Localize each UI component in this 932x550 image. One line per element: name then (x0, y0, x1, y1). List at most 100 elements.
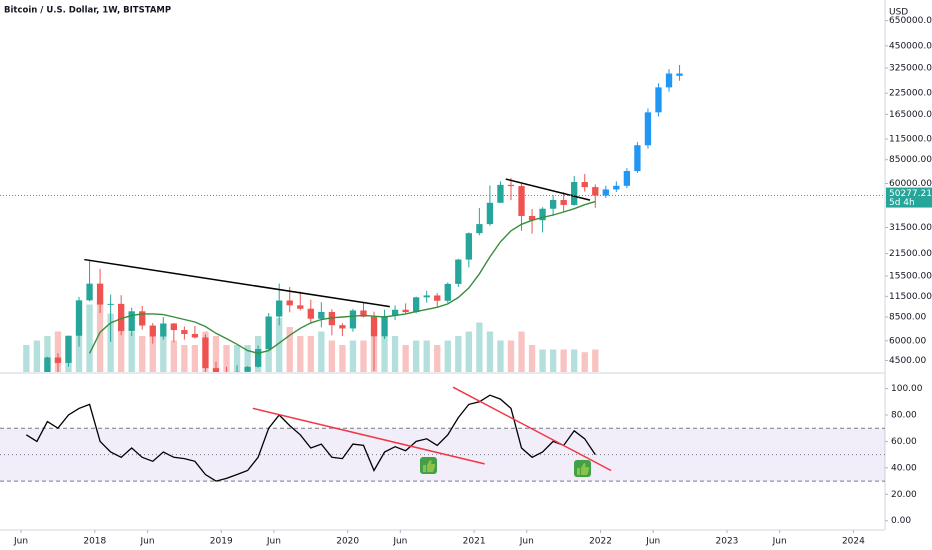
candle-body (276, 300, 283, 317)
x-tick-label: 2024 (842, 537, 865, 547)
rsi-y-tick-label: 20.00 (891, 490, 917, 500)
volume-bar (486, 331, 494, 372)
volume-bar (549, 349, 557, 372)
volume-bar (402, 345, 409, 372)
y-tick-label: 85000.00 (889, 155, 932, 165)
volume-bar (444, 340, 451, 372)
candle-body (96, 283, 104, 305)
volume-bar (381, 336, 388, 372)
candle-body (318, 311, 325, 319)
volume-bar (360, 340, 367, 372)
candle-body (423, 295, 430, 298)
candle-body (465, 233, 472, 260)
y-tick-label: 11500.00 (889, 292, 932, 302)
x-tick-label: 2018 (83, 537, 106, 547)
candle-body (528, 215, 536, 221)
volume-bar (44, 336, 51, 372)
y-tick-label: 115000.00 (889, 135, 932, 145)
volume-bar (86, 304, 93, 372)
rsi-trendline (452, 386, 612, 472)
volume-bar (307, 336, 314, 372)
candle-body (107, 303, 114, 305)
x-tick-label: Jun (139, 537, 154, 547)
y-tick-label: 21500.00 (889, 249, 932, 259)
y-tick-label: 60000.00 (889, 179, 932, 189)
volume-bar (128, 331, 135, 372)
volume-bar (476, 322, 483, 372)
candle-body (665, 73, 673, 88)
volume-bar (107, 313, 114, 372)
candle-body (370, 316, 378, 337)
volume-bar (170, 340, 177, 372)
trendline (84, 258, 390, 308)
candle-body (623, 171, 631, 186)
x-tick-label: Jun (519, 537, 534, 547)
candle-body (507, 184, 515, 187)
candle-body (644, 112, 652, 146)
candle-body (518, 186, 525, 216)
x-tick-label: 2021 (463, 537, 486, 547)
y-tick-label: 6000.00 (889, 336, 926, 346)
volume-bar (423, 340, 430, 372)
candle-body (455, 259, 462, 284)
volume-bar (233, 345, 241, 372)
rsi-y-tick-label: 60.00 (891, 437, 917, 447)
volume-bar (539, 349, 546, 372)
candle-body (634, 145, 641, 172)
candle-body (339, 325, 346, 329)
candle-body (539, 208, 546, 221)
volume-bar (223, 345, 230, 372)
moving-average (88, 200, 596, 355)
volume-bar (297, 336, 304, 372)
candle-body (497, 184, 504, 203)
candle-body (549, 200, 557, 209)
rsi-line (25, 394, 596, 482)
y-tick-label: 650000.00 (889, 16, 932, 26)
candle-body (86, 283, 93, 301)
last-price-label: 50277.21 (889, 189, 932, 199)
candle-body (360, 310, 367, 317)
candle-body (54, 357, 62, 363)
candle-body (444, 283, 451, 301)
candle-body (65, 335, 72, 363)
candle-body (381, 315, 388, 337)
volume-bar (592, 349, 599, 372)
volume-bar (244, 345, 251, 372)
volume-bar (465, 331, 472, 372)
volume-bar (212, 336, 220, 372)
rsi-y-tick-label: 0.00 (891, 516, 911, 526)
volume-bar (507, 340, 515, 372)
y-unit: USD (889, 8, 908, 18)
rsi-band (0, 428, 885, 482)
y-tick-label: 8500.00 (889, 312, 926, 322)
thumbs-up-icon (574, 460, 591, 477)
x-tick-label: Jun (392, 537, 407, 547)
volume-bar (160, 331, 167, 372)
countdown-label: 5d 4h (889, 198, 915, 208)
x-tick-label: 2023 (716, 537, 739, 547)
volume-bar (528, 345, 536, 372)
candle-body (560, 200, 567, 205)
volume-bar (54, 331, 62, 372)
candle-body (592, 187, 599, 196)
volume-bar (391, 336, 399, 372)
volume-bar (455, 336, 462, 372)
price-pane (0, 64, 885, 372)
volume-bar (139, 336, 146, 372)
x-tick-label: Jun (266, 537, 281, 547)
last-price-box (886, 187, 932, 208)
volume-bar (571, 349, 578, 372)
candle-body (191, 333, 199, 338)
candle-body (212, 368, 220, 372)
rsi-y-tick-label: 100.00 (891, 384, 923, 394)
candle-body (613, 185, 620, 190)
candle-body (128, 311, 135, 332)
y-tick-label: 4500.00 (889, 356, 926, 366)
volume-bar (118, 327, 125, 372)
volume-bar (286, 327, 293, 372)
volume-bar (413, 340, 420, 372)
volume-bar (181, 345, 188, 372)
y-tick-label: 31500.00 (889, 223, 932, 233)
candle-body (297, 305, 304, 309)
